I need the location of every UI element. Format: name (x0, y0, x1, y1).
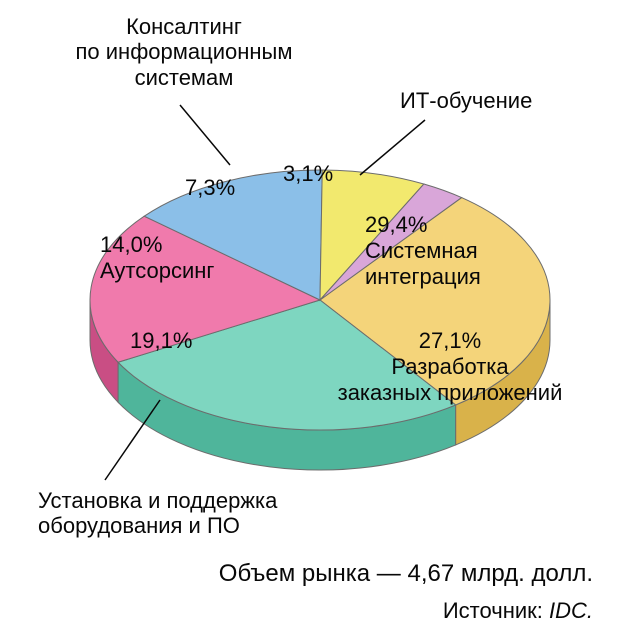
pct: 7,3% (185, 175, 235, 200)
name: Системнаяинтеграция (365, 238, 481, 289)
label-outsourcing: 14,0% Аутсорсинг (100, 232, 280, 284)
label-installSupport-pct: 19,1% (130, 328, 250, 354)
source-value: IDC. (549, 598, 593, 623)
name: Разработказаказных приложений (338, 354, 563, 405)
source-label: Источник: (443, 598, 543, 623)
callout-training (360, 120, 425, 175)
pct: 29,4% (365, 212, 427, 237)
label-customDev: 27,1% Разработказаказных приложений (300, 328, 600, 406)
pct: 14,0% (100, 232, 162, 257)
name: Аутсорсинг (100, 258, 214, 283)
caption-volume: Объем рынка — 4,67 млрд. долл. (219, 558, 593, 590)
label-installSupport-external: Установка и поддержкаоборудования и ПО (38, 488, 277, 539)
caption-source: Источник: IDC. (443, 596, 593, 626)
label-consulting-pct: 7,3% (185, 175, 285, 201)
chart-container: Консалтингпо информационнымсистемам ИТ-о… (0, 0, 623, 640)
label-training-pct: 3,1% (283, 161, 363, 187)
pct: 3,1% (283, 161, 333, 186)
label-training-external: ИТ-обучение (400, 88, 532, 113)
callout-consulting (180, 105, 230, 165)
label-systemIntegration: 29,4% Системнаяинтеграция (365, 212, 565, 290)
pct: 27,1% (419, 328, 481, 353)
label-consulting-external: Консалтингпо информационнымсистемам (44, 14, 324, 90)
pct: 19,1% (130, 328, 192, 353)
